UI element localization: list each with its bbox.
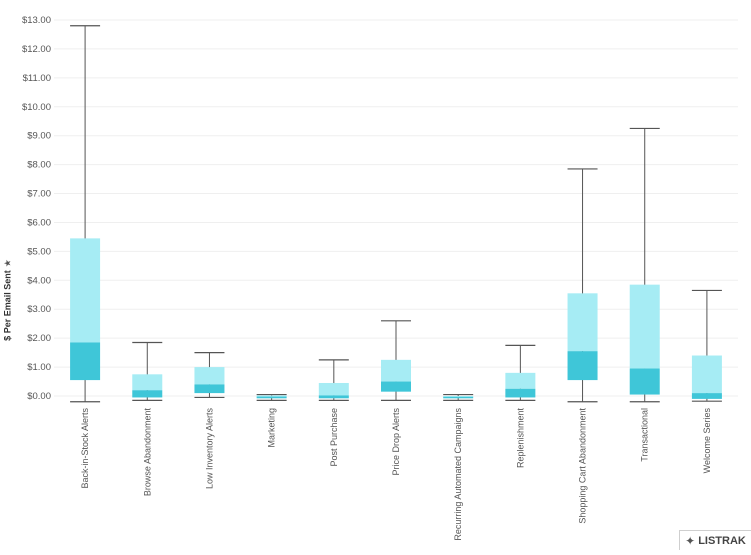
y-tick-label: $0.00 — [27, 391, 51, 402]
x-category-label: Recurring Automated Campaigns — [453, 408, 463, 541]
x-category-label: Low Inventory Alerts — [204, 408, 214, 490]
box-lower[interactable] — [381, 381, 411, 392]
box-upper[interactable] — [132, 374, 163, 391]
box-upper[interactable] — [70, 238, 101, 343]
y-tick-label: $2.00 — [27, 333, 51, 344]
x-category-label: Price Drop Alerts — [391, 408, 401, 476]
y-tick-label: $13.00 — [22, 15, 51, 26]
x-category-label: Transactional — [640, 408, 650, 462]
x-category-label: Shopping Cart Abandonment — [578, 408, 588, 524]
pin-icon[interactable]: ★ — [2, 259, 13, 268]
y-tick-label: $3.00 — [27, 304, 51, 315]
y-tick-label: $1.00 — [27, 362, 51, 373]
y-tick-label: $9.00 — [27, 131, 51, 142]
y-axis-title: $ Per Email Sent ★ — [3, 259, 14, 341]
box-upper[interactable] — [256, 395, 287, 397]
logo-text: LISTRAK — [698, 534, 746, 547]
box-lower[interactable] — [256, 396, 287, 399]
y-tick-label: $7.00 — [27, 189, 51, 200]
y-tick-label: $8.00 — [27, 160, 51, 171]
y-tick-label: $5.00 — [27, 246, 51, 257]
y-tick-label: $4.00 — [27, 275, 51, 286]
x-category-label: Replenishment — [515, 408, 525, 469]
box-lower[interactable] — [505, 388, 536, 398]
box-lower[interactable] — [70, 342, 101, 381]
box-lower[interactable] — [318, 395, 349, 399]
listrak-star-icon: ✦ — [685, 533, 696, 548]
box-upper[interactable] — [567, 293, 598, 352]
box-lower[interactable] — [567, 351, 598, 381]
x-category-label: Browse Abandonment — [142, 408, 152, 497]
box-lower[interactable] — [132, 390, 163, 398]
x-category-label: Welcome Series — [702, 408, 712, 474]
y-tick-label: $11.00 — [23, 73, 51, 84]
y-tick-label: $12.00 — [22, 44, 51, 55]
box-upper[interactable] — [505, 372, 536, 389]
y-tick-label: $10.00 — [22, 102, 51, 113]
box-upper[interactable] — [194, 367, 225, 385]
x-category-label: Marketing — [267, 408, 277, 448]
box-lower[interactable] — [629, 368, 660, 395]
box-lower[interactable] — [691, 393, 722, 399]
box-upper[interactable] — [381, 359, 411, 382]
box-upper[interactable] — [443, 396, 474, 397]
listrak-logo: ✦ LISTRAK — [679, 530, 751, 550]
y-axis-title-text: $ Per Email Sent — [2, 270, 13, 341]
box-upper[interactable] — [629, 284, 660, 369]
box-lower[interactable] — [443, 396, 474, 399]
x-category-label: Back-in-Stock Alerts — [80, 408, 90, 489]
x-category-label: Post Purchase — [329, 408, 339, 467]
box-upper[interactable] — [318, 382, 349, 396]
box-upper[interactable] — [691, 355, 722, 394]
box-lower[interactable] — [194, 384, 225, 394]
y-tick-label: $6.00 — [27, 217, 51, 228]
